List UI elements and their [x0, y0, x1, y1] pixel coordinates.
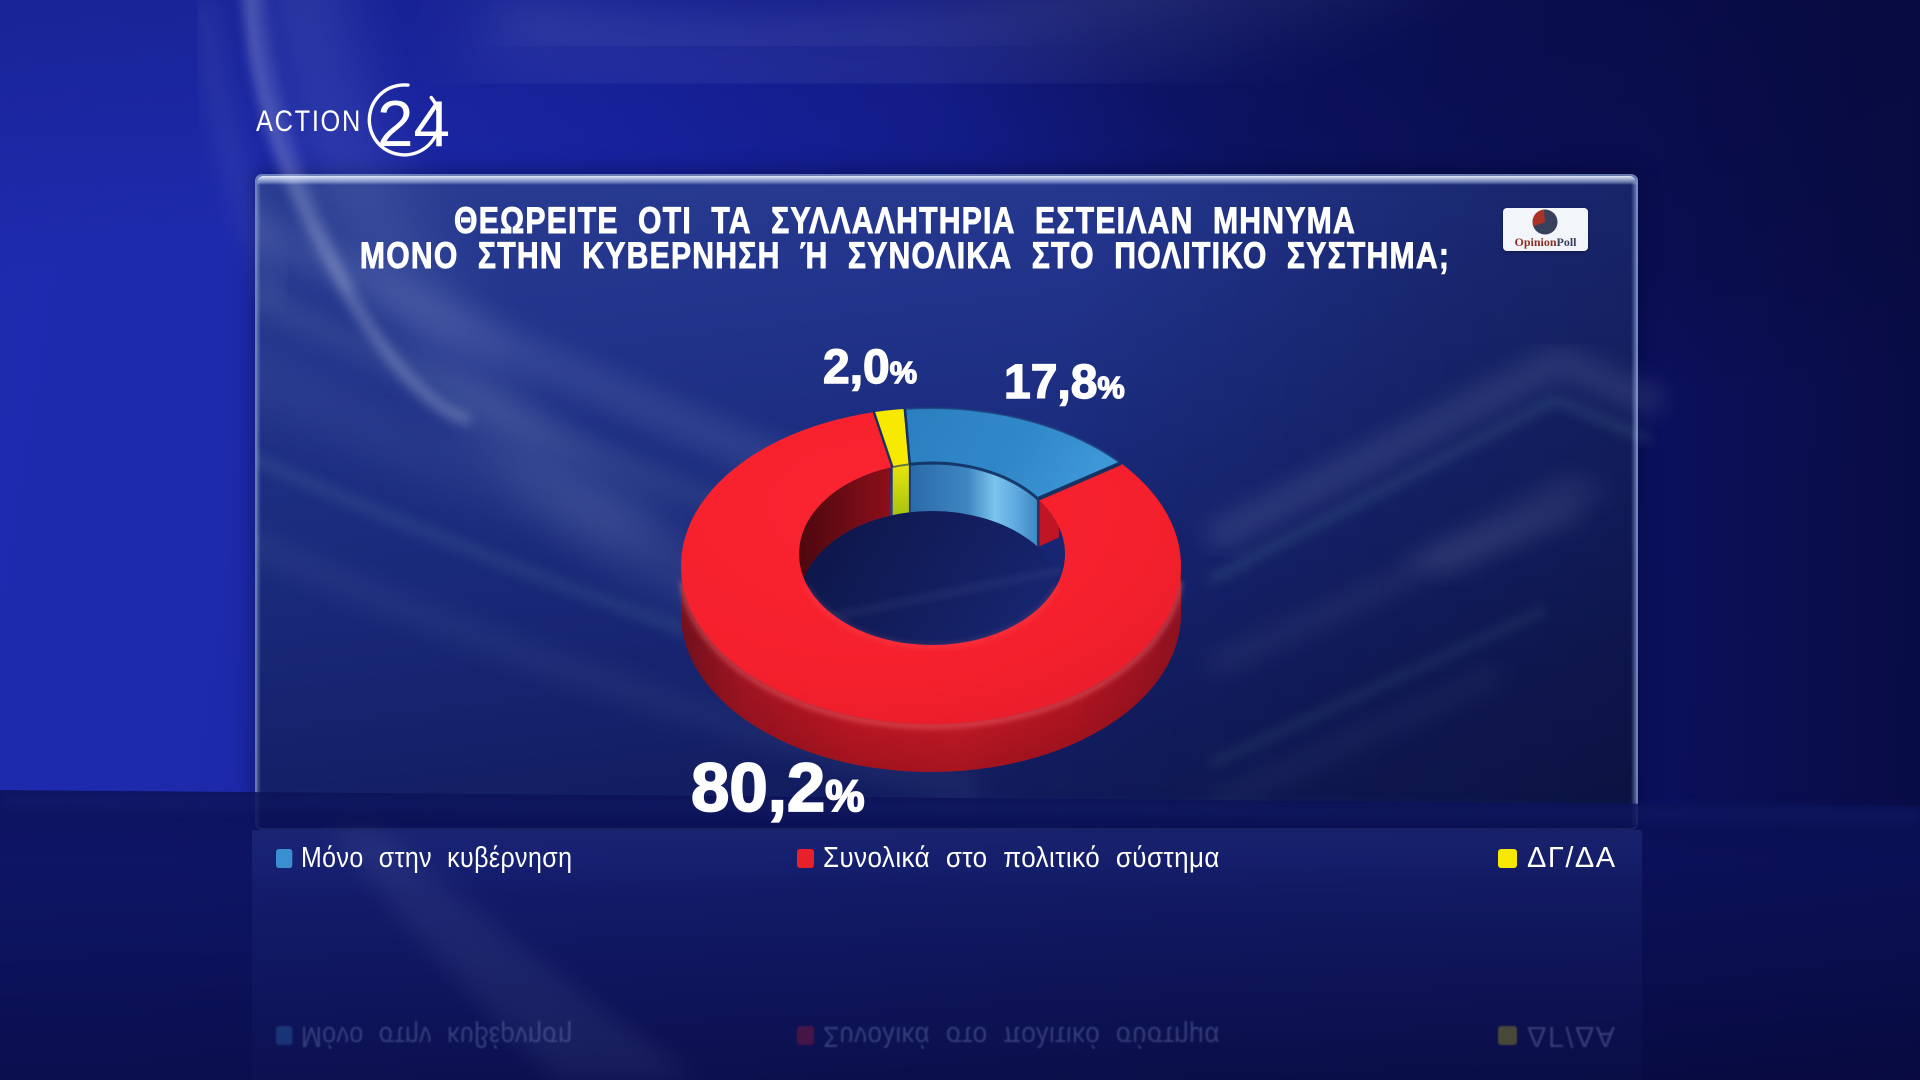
svg-text:OpinionPoll: OpinionPoll [1514, 235, 1577, 249]
svg-text:ACTION: ACTION [256, 105, 362, 138]
